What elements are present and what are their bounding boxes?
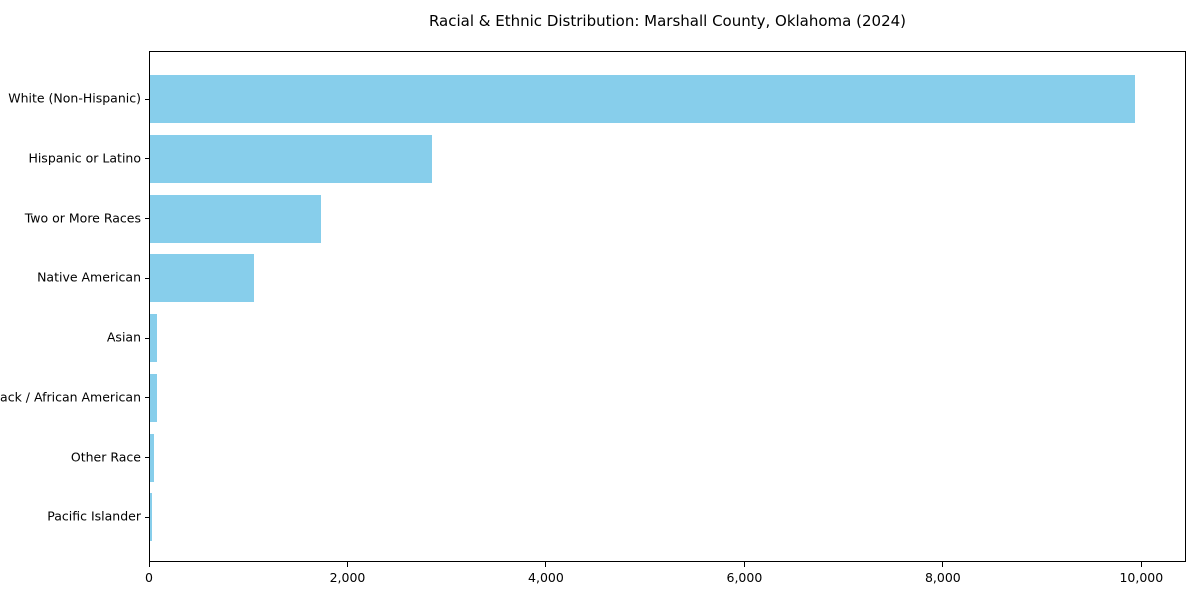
y-tick-mark (145, 158, 150, 160)
y-tick-mark (145, 516, 150, 518)
bar (150, 433, 155, 482)
x-tick-mark (743, 562, 745, 567)
y-tick-label: Asian (106, 329, 141, 345)
bar (150, 314, 158, 362)
plot-area (145, 51, 1186, 562)
y-tick-mark (145, 397, 150, 399)
x-tick-mark (1140, 562, 1142, 567)
x-tick-mark (148, 562, 150, 567)
y-tick-label: Hispanic or Latino (28, 150, 141, 166)
x-tick-label: 10,000 (1119, 570, 1164, 585)
x-tick-label: 4,000 (528, 570, 564, 585)
y-tick-label: White (Non-Hispanic) (8, 90, 141, 106)
bar (150, 493, 153, 542)
bar (150, 134, 433, 183)
x-axis: 0 2,000 4,000 6,000 8,000 10,000 (145, 562, 1186, 600)
y-tick-mark (145, 218, 150, 219)
bar (150, 75, 1136, 123)
y-tick-label: Native American (37, 269, 141, 285)
y-tick-mark (145, 337, 150, 339)
y-tick-mark (145, 98, 150, 100)
x-tick-mark (346, 562, 348, 567)
bar (150, 373, 157, 422)
x-tick-label: 0 (145, 570, 153, 585)
y-tick-mark (145, 457, 150, 458)
y-tick-label: Other Race (70, 449, 141, 464)
y-tick-label: Black / African American (0, 389, 141, 405)
x-tick-label: 8,000 (924, 570, 961, 585)
bar (150, 194, 322, 243)
x-tick-mark (942, 562, 944, 567)
y-tick-label: Two or More Races (24, 210, 141, 225)
bar (150, 254, 254, 303)
x-tick-label: 6,000 (726, 570, 763, 585)
chart-title: Racial & Ethnic Distribution: Marshall C… (428, 12, 907, 30)
x-tick-label: 2,000 (329, 570, 366, 585)
x-tick-mark (545, 562, 547, 567)
y-tick-label: Pacific Islander (47, 508, 141, 524)
y-axis-labels: White (Non-Hispanic) Hispanic or Latino Tw… (0, 51, 149, 562)
y-tick-mark (145, 277, 150, 279)
